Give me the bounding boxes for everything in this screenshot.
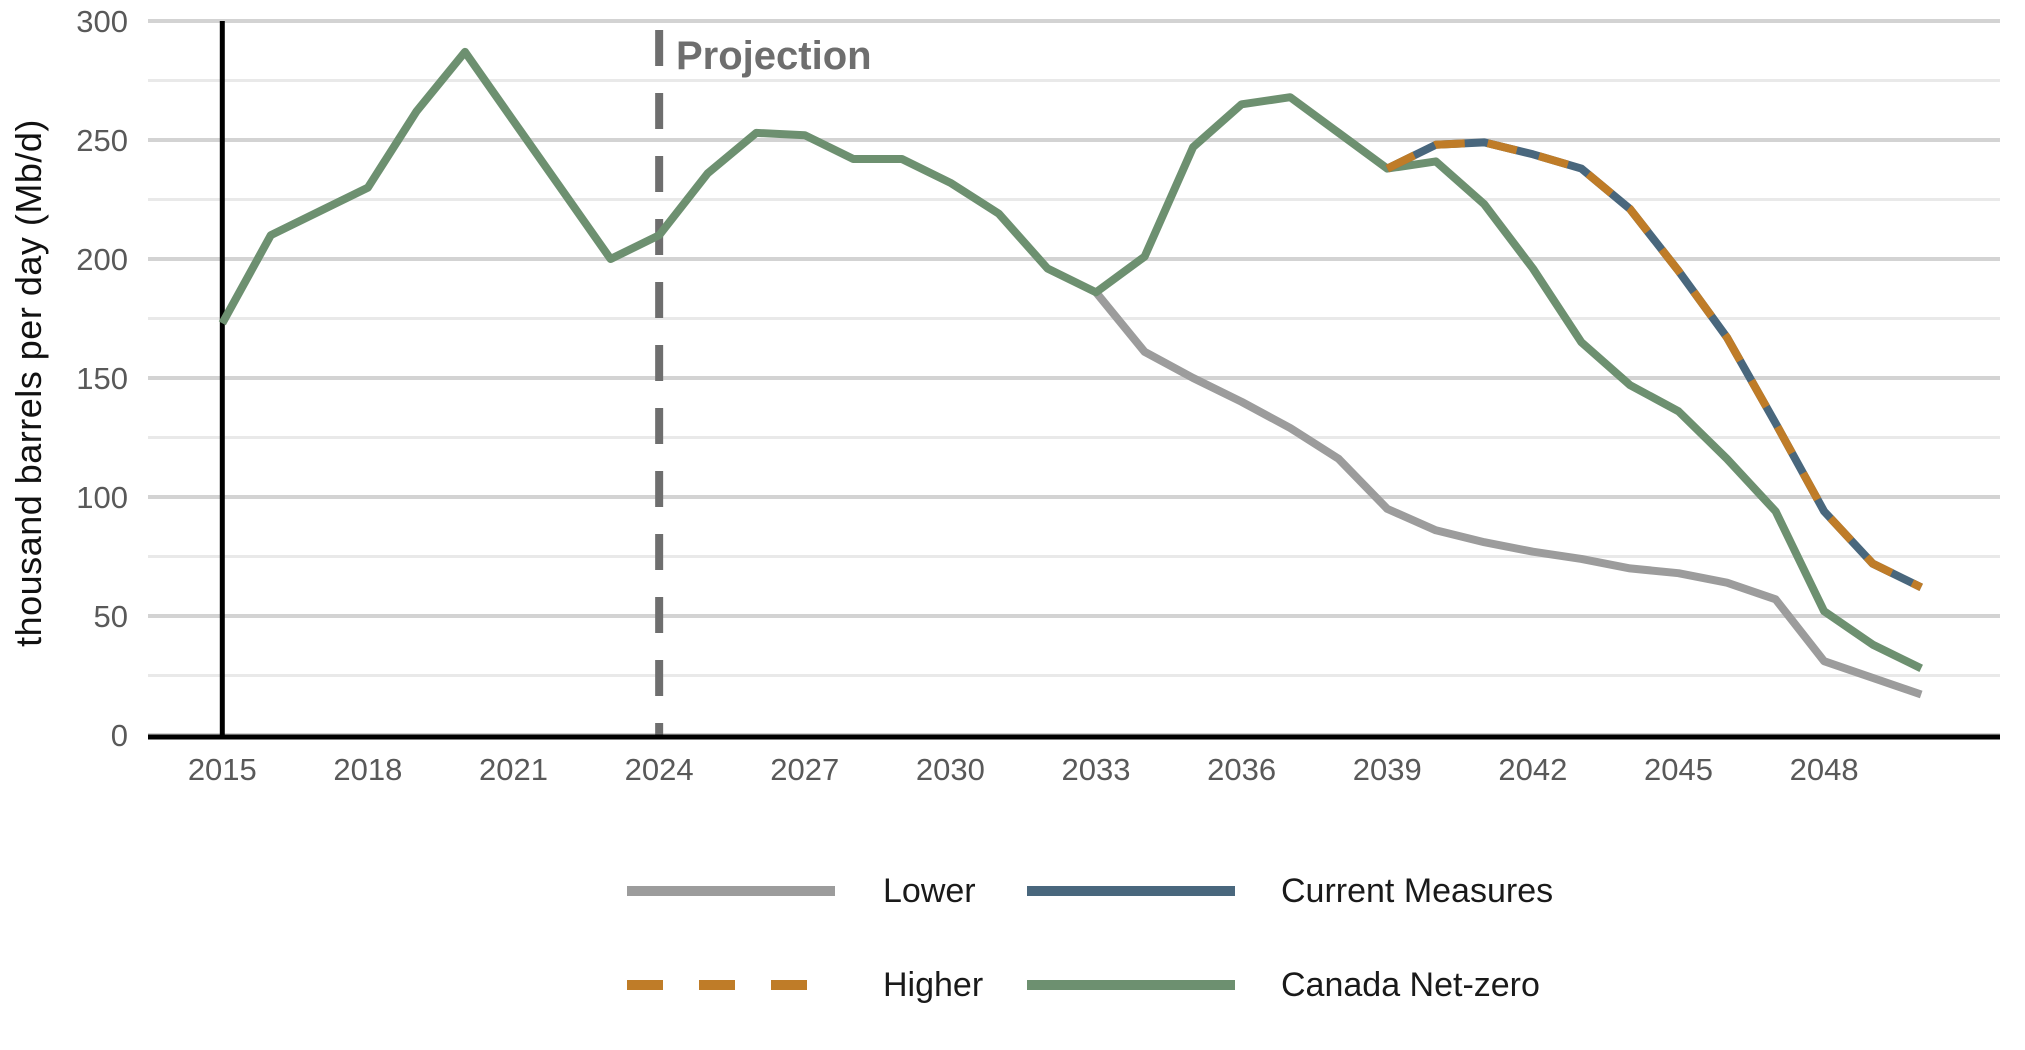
y-tick-label: 100 [76, 480, 128, 515]
x-tick-label: 2021 [479, 752, 548, 787]
x-tick-label: 2036 [1207, 752, 1276, 787]
x-tick-label: 2024 [625, 752, 694, 787]
x-tick-label: 2018 [333, 752, 402, 787]
series-line-lower [1092, 289, 1923, 699]
x-tick-label: 2027 [770, 752, 839, 787]
x-tick-label: 2042 [1498, 752, 1567, 787]
series-line-current-measures [1385, 138, 1923, 591]
x-tick-label: 2030 [916, 752, 985, 787]
y-tick-label: 0 [111, 718, 128, 753]
x-tick-label: 2039 [1353, 752, 1422, 787]
projection-annotation: Projection [676, 34, 872, 78]
y-tick-label: 250 [76, 123, 128, 158]
x-tick-label: 2048 [1790, 752, 1859, 787]
series-line-higher [1385, 138, 1923, 591]
x-tick-label: 2033 [1062, 752, 1131, 787]
y-tick-label: 150 [76, 361, 128, 396]
y-axis-title: thousand barrels per day (Mb/d) [8, 119, 49, 647]
series-line-canada-net-zero [218, 47, 1923, 672]
y-tick-label: 300 [76, 4, 128, 39]
x-tick-label: 2045 [1644, 752, 1713, 787]
y-tick-label: 50 [94, 599, 128, 634]
y-tick-label: 200 [76, 242, 128, 277]
x-tick-label: 2015 [188, 752, 257, 787]
